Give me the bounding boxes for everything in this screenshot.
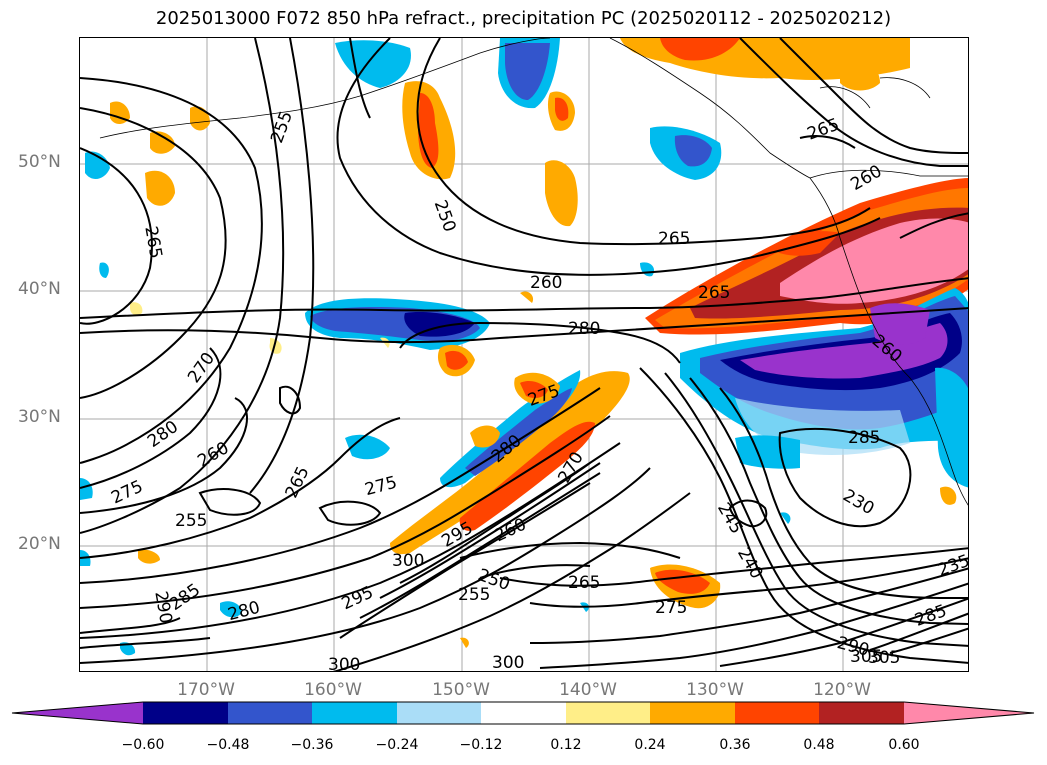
contour-label: 270	[184, 349, 219, 387]
colorbar-tick-label: −0.48	[206, 737, 250, 753]
lon-label-120w: 120°W	[813, 680, 871, 700]
map-panel: 255 250 265 265 260 265 280 265 260 270 …	[79, 37, 969, 672]
contour-label: 230	[839, 486, 877, 520]
lat-label-30n: 30°N	[18, 407, 61, 427]
colorbar-outline	[11, 701, 1035, 725]
contour-label: 280	[144, 417, 182, 452]
contour-label: 275	[363, 473, 400, 501]
colorbar-segment	[819, 702, 904, 724]
contour-label: 285	[848, 428, 880, 448]
contour-label: 245	[713, 499, 747, 537]
colorbar-tick-label: 0.36	[719, 737, 751, 753]
contour-label: 260	[847, 161, 885, 195]
contour-label: 235	[935, 551, 969, 581]
contour-label: 275	[655, 598, 687, 618]
contour-label: 265	[140, 225, 165, 260]
colorbar-tick-label: 0.12	[550, 737, 582, 753]
contour-label: 265	[658, 229, 690, 249]
contour-label: 260	[492, 514, 530, 546]
colorbar-segment	[904, 702, 1034, 724]
colorbar-tick-label: 0.60	[888, 737, 920, 753]
colorbar	[11, 701, 1035, 725]
colorbar-tick-label: −0.24	[375, 737, 419, 753]
contour-lines	[80, 38, 968, 671]
colorbar-tick-label: −0.12	[459, 737, 503, 753]
contour-label: 250	[430, 197, 460, 234]
contour-label: 305	[868, 648, 900, 668]
colorbar-segment	[566, 702, 650, 724]
colorbar-segment	[735, 702, 819, 724]
contour-label: 265	[282, 463, 314, 501]
precip-shading	[80, 38, 968, 656]
contour-label: 265	[698, 283, 730, 303]
contour-label: 285	[912, 601, 949, 631]
lon-label-150w: 150°W	[432, 680, 490, 700]
lon-label-160w: 160°W	[304, 680, 362, 700]
colorbar-segment	[12, 702, 143, 724]
colorbar-tick-label: 0.48	[803, 737, 835, 753]
lat-label-40n: 40°N	[18, 279, 61, 299]
lat-label-20n: 20°N	[18, 534, 61, 554]
colorbar-segment	[481, 702, 566, 724]
contour-label: 300	[328, 655, 360, 672]
contour-label: 260	[530, 273, 562, 293]
lon-label-140w: 140°W	[559, 680, 617, 700]
contour-label: 265	[568, 573, 600, 593]
colorbar-segment	[312, 702, 397, 724]
map-canvas: 255 250 265 265 260 265 280 265 260 270 …	[80, 38, 969, 672]
colorbar-segment	[397, 702, 481, 724]
colorbar-segment	[650, 702, 735, 724]
colorbar-segment	[143, 702, 228, 724]
contour-label: 300	[492, 653, 524, 672]
contour-label: 255	[458, 585, 490, 605]
colorbar-tick-label: −0.36	[290, 737, 334, 753]
colorbar-tick-label: 0.24	[634, 737, 666, 753]
colorbar-tick-label: −0.60	[121, 737, 165, 753]
contour-label: 305	[850, 647, 882, 667]
contour-label: 255	[175, 511, 207, 531]
lat-label-50n: 50°N	[18, 152, 61, 172]
lon-label-170w: 170°W	[177, 680, 235, 700]
colorbar-segment	[228, 702, 312, 724]
contour-label: 260	[194, 438, 232, 472]
lon-label-130w: 130°W	[686, 680, 744, 700]
contour-label: 300	[392, 551, 424, 571]
chart-title: 2025013000 F072 850 hPa refract., precip…	[155, 8, 892, 29]
contour-label: 280	[568, 319, 600, 339]
contour-label: 290	[150, 590, 175, 625]
